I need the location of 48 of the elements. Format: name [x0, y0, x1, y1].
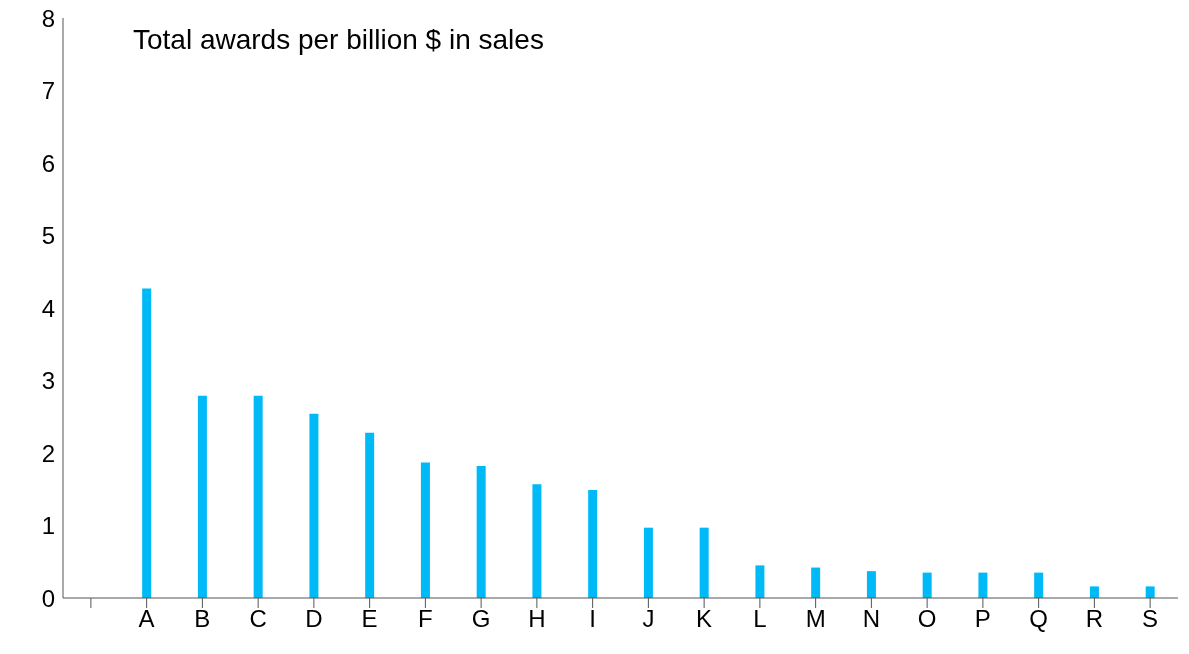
- y-tick-label: 4: [41, 294, 55, 322]
- y-tick-label: 2: [41, 439, 55, 467]
- bar: [420, 462, 430, 598]
- x-tick-label: O: [917, 605, 937, 633]
- x-tick-label: E: [361, 605, 378, 633]
- x-tick-label: D: [305, 605, 323, 633]
- bar: [197, 395, 207, 598]
- y-tick-label: 6: [41, 149, 55, 177]
- bar: [1145, 586, 1155, 598]
- y-tick-label: 8: [41, 4, 55, 32]
- y-tick-label: 7: [41, 77, 55, 105]
- x-tick-label: F: [418, 605, 433, 633]
- bar: [811, 567, 821, 598]
- bar: [1089, 586, 1099, 598]
- x-tick-label: C: [249, 605, 267, 633]
- chart-title: Total awards per billion $ in sales: [133, 24, 544, 56]
- bar: [699, 527, 709, 598]
- x-tick-label: M: [805, 605, 826, 633]
- bar: [476, 466, 486, 598]
- bar: [253, 395, 263, 598]
- y-tick-label: 0: [41, 584, 55, 612]
- x-tick-label: L: [753, 605, 767, 633]
- x-tick-label: H: [528, 605, 546, 633]
- y-tick-label: 1: [41, 512, 55, 540]
- x-tick-label: Q: [1029, 605, 1048, 633]
- bar: [309, 413, 319, 598]
- bar: [643, 527, 653, 598]
- bar: [365, 432, 375, 598]
- x-tick-label: A: [138, 605, 155, 633]
- x-tick-label: S: [1142, 605, 1159, 633]
- bar: [1034, 572, 1044, 598]
- x-tick-label: G: [471, 605, 491, 633]
- bar: [978, 572, 988, 598]
- x-tick-label: N: [862, 605, 881, 633]
- bar: [532, 484, 542, 598]
- x-tick-label: J: [642, 605, 655, 633]
- bar: [866, 571, 876, 598]
- x-tick-label: I: [589, 605, 596, 633]
- bar: [922, 572, 932, 598]
- y-tick-label: 3: [41, 367, 55, 395]
- x-tick-label: B: [194, 605, 211, 633]
- x-tick-label: P: [974, 605, 991, 633]
- x-tick-label: R: [1085, 605, 1104, 633]
- bar: [755, 565, 765, 598]
- bar: [142, 288, 152, 598]
- bar: [588, 489, 598, 598]
- x-tick-label: K: [696, 605, 713, 633]
- y-tick-label: 5: [41, 222, 55, 250]
